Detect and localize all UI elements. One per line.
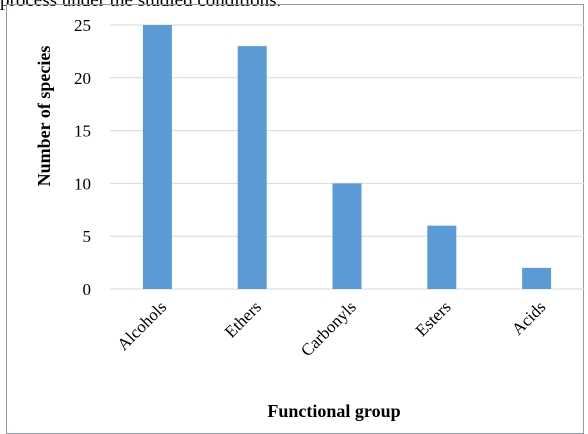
bars (142, 25, 552, 290)
bar-alcohols (142, 25, 172, 289)
x-axis-title: Functional group (267, 401, 400, 421)
x-tick-labels: Alcohols Ethers Carbonyls Esters Acids (113, 297, 549, 360)
y-tick-label: 20 (74, 69, 91, 88)
y-tick-labels: 0 5 10 15 20 25 (74, 16, 91, 299)
x-tick-label-esters: Esters (412, 297, 455, 340)
x-tick-label-alcohols: Alcohols (113, 297, 170, 354)
x-tick-label-ethers: Ethers (221, 297, 265, 341)
bar-acids (522, 267, 552, 289)
bar-chart: 0 5 10 15 20 25 Alcohols Ethers Carbonyls Esters… (34, 16, 584, 421)
y-tick-label: 5 (83, 227, 92, 246)
bar-esters (427, 225, 457, 289)
x-tick-label-acids: Acids (508, 297, 549, 338)
y-tick-label: 0 (83, 280, 92, 299)
x-tick-label-carbonyls: Carbonyls (297, 297, 360, 360)
y-tick-label: 15 (74, 122, 91, 141)
caption-fragment: process under the studied conditions. (0, 0, 282, 11)
bar-carbonyls (332, 183, 362, 289)
y-tick-label: 10 (74, 174, 91, 193)
bar-ethers (237, 46, 267, 290)
y-axis-title: Number of species (34, 46, 54, 187)
y-tick-label: 25 (74, 16, 91, 35)
